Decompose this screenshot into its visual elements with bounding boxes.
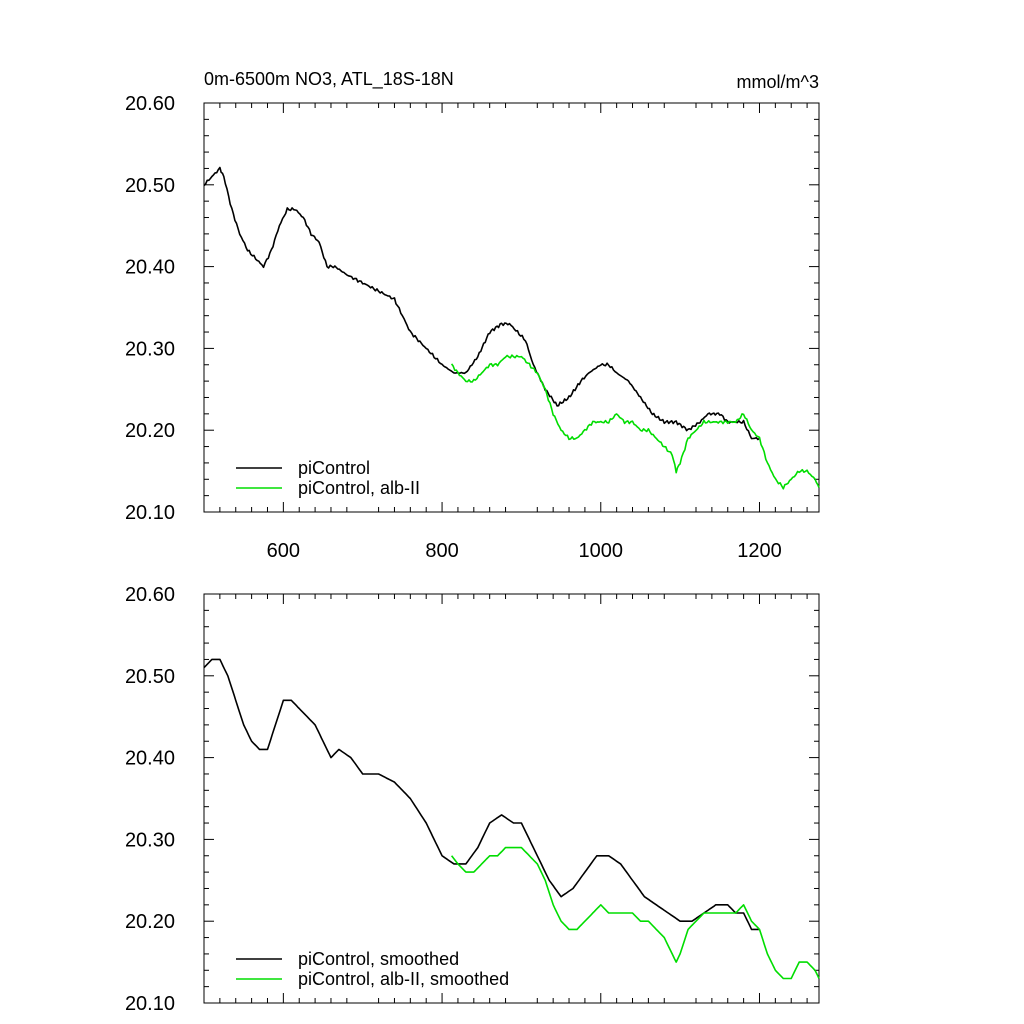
y-tick-label: 20.30 <box>125 829 175 851</box>
y-tick-label: 20.40 <box>125 748 175 770</box>
y-tick-label: 20.10 <box>125 993 175 1015</box>
y-tick-label: 20.50 <box>125 175 175 197</box>
plot-frame <box>203 593 820 1004</box>
series-line-picontrol <box>203 658 760 931</box>
legend-label: piControl, alb-II <box>298 478 420 498</box>
series-line-picontrol <box>203 166 760 441</box>
chart-title: 0m-6500m NO3, ATL_18S-18N <box>204 69 454 90</box>
legend-label: piControl, smoothed <box>298 949 459 969</box>
y-tick-label: 20.20 <box>125 911 175 933</box>
y-tick-label: 20.40 <box>125 257 175 279</box>
y-tick-label: 20.60 <box>125 93 175 115</box>
y-tick-label: 20.50 <box>125 666 175 688</box>
legend-label: piControl, alb-II, smoothed <box>298 969 509 989</box>
units-label: mmol/m^3 <box>737 72 819 92</box>
y-tick-label: 20.10 <box>125 502 175 524</box>
series-line-picontrol-alb-ii <box>450 846 820 980</box>
x-tick-label: 800 <box>425 540 458 562</box>
x-tick-label: 1000 <box>579 540 624 562</box>
x-tick-label: 1200 <box>737 540 782 562</box>
series-line-picontrol-alb-ii <box>450 354 820 490</box>
x-tick-label: 600 <box>267 540 300 562</box>
plot-frame <box>203 102 820 513</box>
y-tick-label: 20.20 <box>125 420 175 442</box>
bottom-panel: 20.10 20.20 20.30 20.40 20.50 20.60 piControl,… <box>125 584 820 1015</box>
legend-label: piControl <box>298 458 370 478</box>
top-panel: 600 800 1000 1200 20.10 20.20 20.30 20.40 20.50 2… <box>125 69 820 562</box>
y-tick-label: 20.30 <box>125 338 175 360</box>
y-tick-label: 20.60 <box>125 584 175 606</box>
